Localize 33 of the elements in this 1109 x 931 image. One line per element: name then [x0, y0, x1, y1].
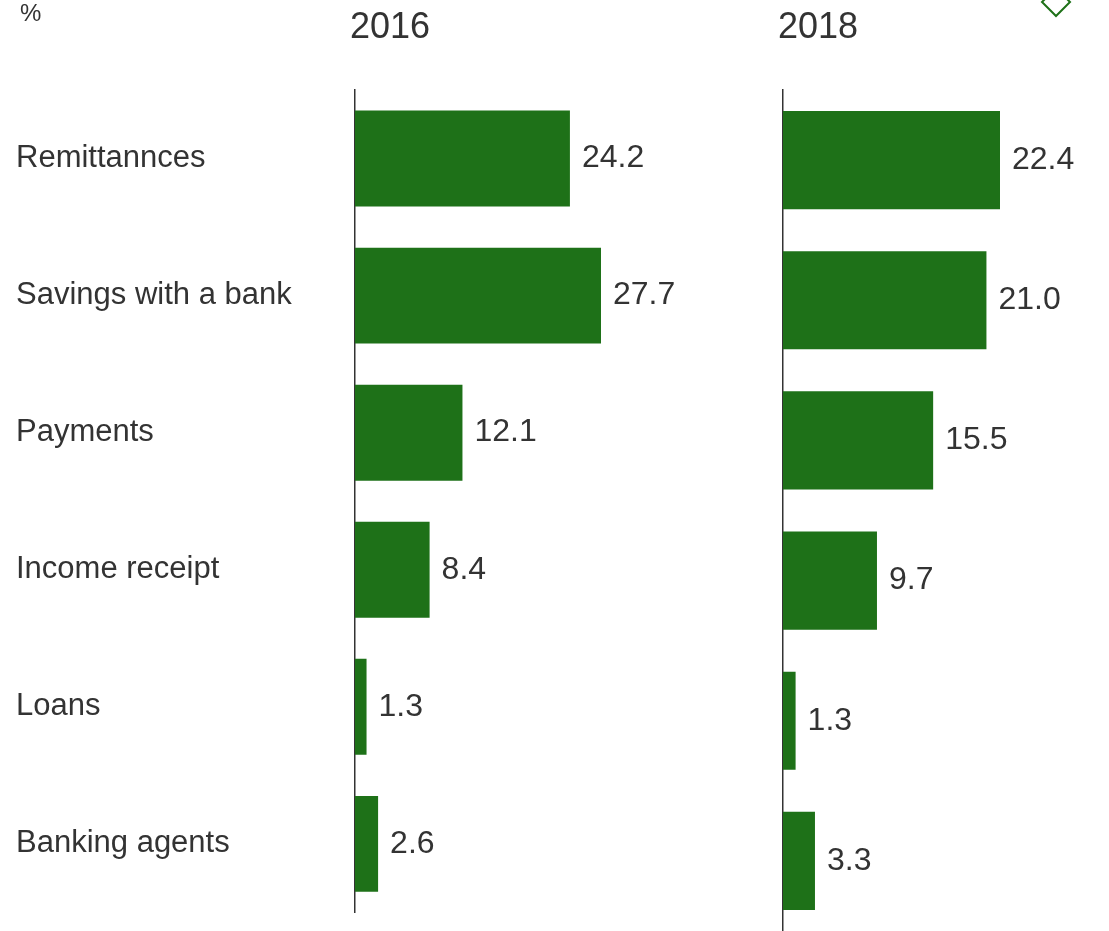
- y-tick-label: Income receipt: [16, 550, 220, 586]
- bar: [783, 531, 877, 630]
- bar: [783, 671, 796, 770]
- chart-title: 2018: [778, 4, 859, 46]
- data-label: 22.4: [1012, 139, 1075, 176]
- bar: [355, 247, 601, 344]
- bar: [783, 811, 815, 910]
- data-label: 21.0: [998, 280, 1061, 317]
- bar: [355, 384, 463, 481]
- text: %: [20, 0, 42, 26]
- y-tick-label: Banking agents: [16, 824, 230, 860]
- bar: [355, 658, 367, 755]
- bar: [783, 391, 934, 490]
- data-label: 27.7: [613, 275, 676, 312]
- bar: [783, 111, 1000, 210]
- bar: [783, 251, 987, 350]
- data-label: 8.4: [441, 549, 487, 586]
- bar: [355, 795, 379, 892]
- data-label: 1.3: [378, 686, 424, 723]
- data-label: 2.6: [390, 823, 435, 860]
- data-label: 1.3: [807, 700, 853, 737]
- y-tick-label: Savings with a bank: [16, 276, 293, 312]
- data-label: 3.3: [826, 840, 872, 877]
- chart-title: 2016: [350, 4, 431, 46]
- bar: [355, 110, 570, 207]
- data-label: 24.2: [581, 138, 645, 175]
- y-tick-label: Payments: [16, 413, 154, 449]
- data-label: 9.7: [888, 560, 934, 597]
- data-label: 15.5: [945, 420, 1008, 457]
- y-tick-label: Remittannces: [16, 139, 206, 175]
- data-label: 12.1: [474, 412, 537, 449]
- bar: [355, 521, 430, 618]
- y-tick-label: Loans: [16, 687, 101, 723]
